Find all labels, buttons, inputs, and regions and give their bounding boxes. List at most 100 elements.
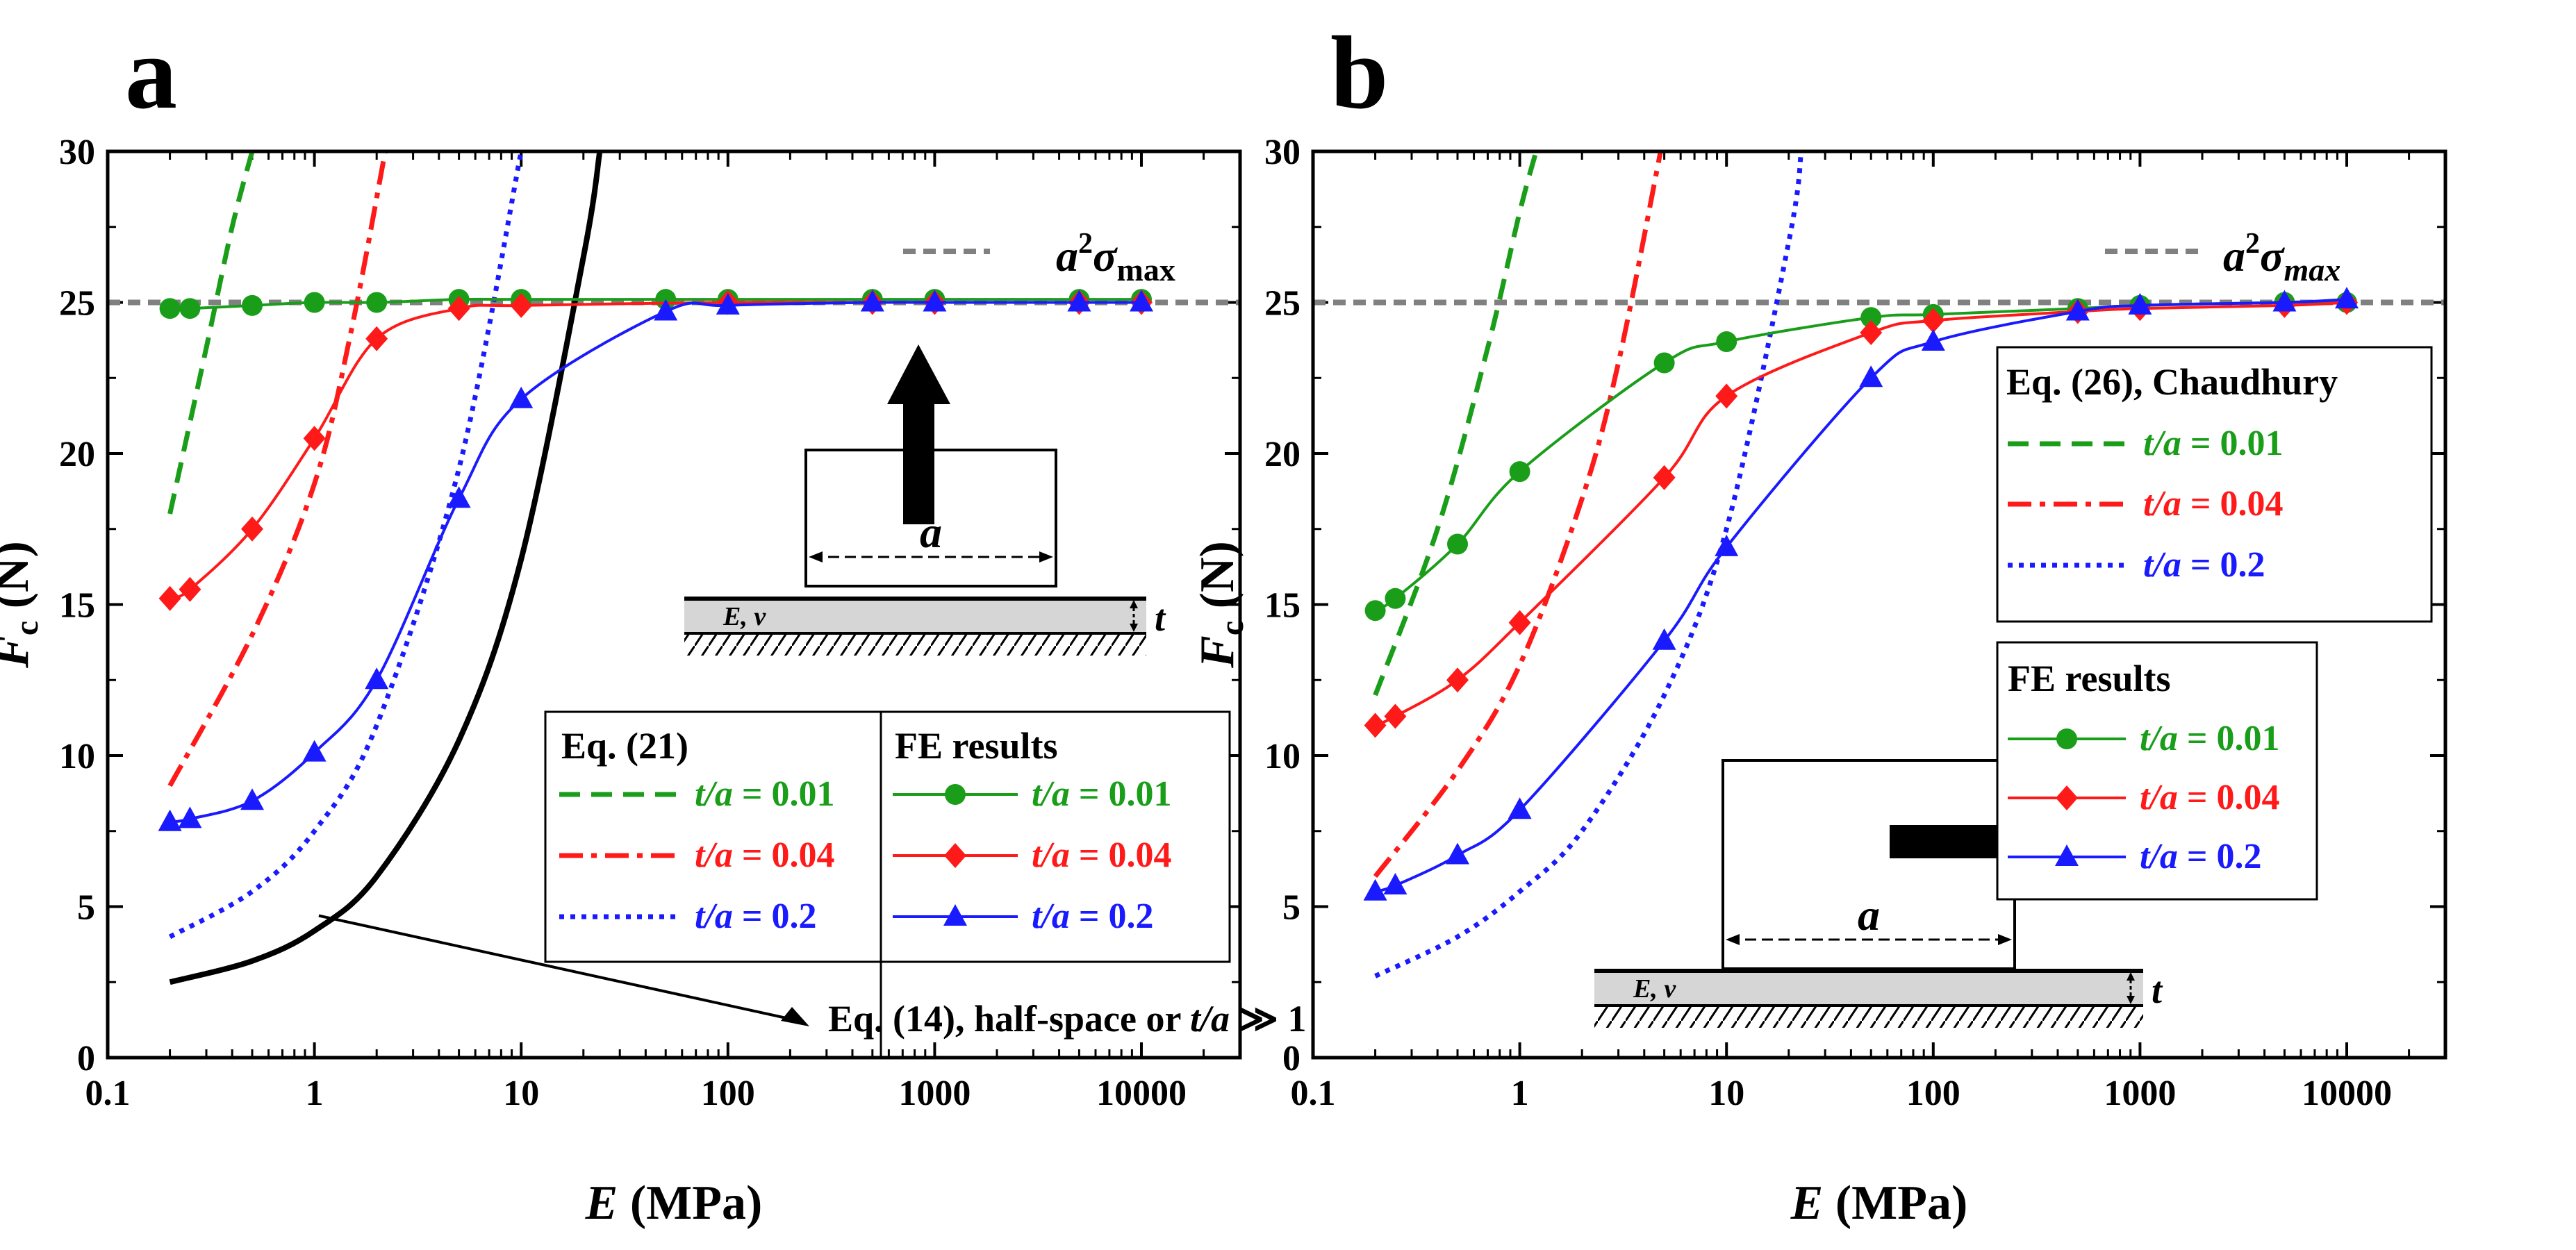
pb-x-tick-label: 0.1	[1291, 1074, 1336, 1113]
pb-inset-layer	[1594, 971, 2143, 1006]
pb-legend-fe-label-1: t/a = 0.04	[2140, 778, 2280, 817]
pb-legend-eq-label-1: t/a = 0.04	[2143, 484, 2284, 524]
pb-y-tick-label: 5	[1282, 888, 1301, 928]
pa-series-4-point	[366, 292, 388, 313]
pa-x-axis-title: E (MPa)	[585, 1176, 763, 1230]
pa-y-tick-label: 5	[77, 888, 95, 928]
pb-legend: Eq. (26), Chaudhury t/a = 0.01 t/a = 0.04 t…	[1996, 346, 2433, 901]
pb-legend-eq-label-2: t/a = 0.2	[2143, 545, 2265, 585]
pa-inset-hatch	[684, 635, 1146, 656]
pa-legend-fe-label-2: t/a = 0.2	[1032, 897, 1154, 936]
pa-series-5-point	[158, 585, 181, 611]
pa-series-5-point	[241, 516, 264, 542]
pa-panel-label: a	[125, 15, 177, 131]
pb-legend-fe-marker-0	[2056, 728, 2077, 749]
pb-legend-eq-title: Eq. (26), Chaudhury	[2006, 361, 2338, 403]
pa-plot-frame	[106, 149, 1242, 1060]
pb-series-4-point	[1384, 703, 1407, 729]
pa-series-6-point	[178, 806, 202, 828]
pa-series-6-point	[654, 299, 678, 321]
pa-series-6-point	[447, 486, 471, 508]
pa-inset-dim-arrow-left	[809, 551, 823, 562]
pb-inset: a t E, ν	[1594, 759, 2163, 1028]
pb-legend-fe-marker-1	[2056, 785, 2078, 810]
pa-y-tick-label: 15	[59, 586, 95, 626]
pa-legend-fe-label-0: t/a = 0.01	[1032, 774, 1172, 814]
pb-series-4-point	[1364, 712, 1387, 738]
pa-series-4-point	[159, 298, 181, 319]
pa-series-6-point	[158, 809, 182, 831]
pb-series-5-point	[1652, 628, 1676, 650]
pa-series-6-point	[716, 292, 740, 315]
pb-series-3-point	[1653, 352, 1675, 374]
pa-legend: Eq. (21) FE results t/a = 0.01 t/a = 0.01 t/…	[544, 710, 1231, 1059]
pb-series-5-point	[2272, 290, 2297, 312]
pa-y-tick-label: 20	[59, 435, 95, 474]
pa-inset: atE, ν	[684, 344, 1166, 656]
pb-legend-fe-marker-2	[2055, 844, 2079, 866]
pb-series-5-point	[1363, 878, 1387, 901]
pa-inset-force-arrow	[887, 344, 950, 524]
pb-series-5-point	[1446, 842, 1470, 865]
panel-b: b 0.1 1 10 100 1000 10000 0 5 10 15 20 25 30 E (MPa) Fc…	[1191, 15, 2447, 1230]
pa-series-1-line	[167, 151, 388, 788]
pb-y-tick-label: 25	[1264, 284, 1301, 324]
pa-legend-eq-label-0: t/a = 0.01	[695, 774, 835, 814]
pa-x-tick-label: 10000	[1096, 1074, 1187, 1113]
pa-series-6-point	[1067, 290, 1091, 312]
pb-series-4-point	[1860, 320, 1883, 345]
pb-y-tick-label: 10	[1264, 737, 1301, 776]
pb-series-3-point	[1385, 588, 1406, 609]
pb-inset-dim-arrow-right	[1998, 934, 2012, 945]
pb-series-3-point	[1860, 307, 1882, 328]
pb-series-5-point	[1859, 365, 1883, 388]
pa-series-2-line	[168, 151, 524, 940]
pb-inset-t-label: t	[2152, 969, 2163, 1011]
pa-y-tick-label: 25	[59, 284, 95, 324]
pb-x-tick-label: 1	[1511, 1074, 1529, 1113]
pb-series-5-point	[2065, 299, 2090, 321]
pb-series-5-point	[1715, 534, 1739, 556]
pa-legend-fe-marker-1	[944, 843, 966, 868]
pb-series-4-point	[1922, 308, 1945, 333]
pb-x-tick-label: 100	[1906, 1074, 1960, 1113]
pb-y-tick-label: 30	[1264, 133, 1301, 172]
pb-y-axis-title: Fc (N)	[1191, 541, 1250, 669]
pa-legend-fe-marker-0	[945, 784, 966, 805]
pa-legend-fe-label-1: t/a = 0.04	[1032, 835, 1172, 875]
pb-legend-eq-label-0: t/a = 0.01	[2143, 424, 2284, 463]
pb-inset-dim-t-arrow-top	[2127, 972, 2135, 981]
pa-inset-dim-t-arrow-top	[1130, 600, 1138, 608]
pb-inset-dim-arrow-left	[1726, 934, 1740, 945]
pb-series-5-point	[1921, 329, 1945, 351]
pa-legend-fe-title: FE results	[895, 725, 1058, 767]
pb-y-tick-label: 0	[1282, 1039, 1301, 1078]
pa-y-axis-title: Fc (N)	[0, 541, 45, 669]
pa-series-5-point	[365, 326, 388, 351]
pa-series-5-point	[510, 292, 533, 318]
pb-inset-dim-t-arrow-bottom	[2127, 996, 2135, 1004]
pb-series-5-point	[2335, 287, 2359, 309]
pa-series-5-point	[179, 576, 201, 602]
pa-legend-fe-marker-2	[943, 904, 967, 926]
pa-inset-material-label: E, ν	[723, 602, 766, 631]
pa-legend-eq-label-2: t/a = 0.2	[695, 897, 817, 936]
pa-plot-area	[158, 151, 1154, 985]
pa-inset-dim-t-arrow-bottom	[1130, 624, 1138, 632]
pb-plot-frame	[1311, 149, 2447, 1060]
pb-x-tick-label: 10	[1708, 1074, 1744, 1113]
pa-annotation-arrow	[318, 914, 800, 1022]
pa-x-tick-label: 10	[503, 1074, 539, 1113]
pa-series-0-line	[167, 151, 255, 515]
pa-series-6-point	[240, 788, 265, 810]
pa-annotation-arrowhead	[781, 1007, 809, 1026]
pb-series-5-point	[1508, 797, 1532, 819]
pb-inset-material-label: E, ν	[1633, 974, 1676, 1003]
pb-y-tick-label: 20	[1264, 435, 1301, 474]
pb-series-3-point	[1509, 461, 1530, 483]
pb-series-5-point	[2128, 292, 2152, 315]
pa-y-tick-label: 30	[59, 133, 95, 172]
pa-series-4-point	[304, 292, 325, 313]
pa-series-6-point	[365, 667, 389, 690]
